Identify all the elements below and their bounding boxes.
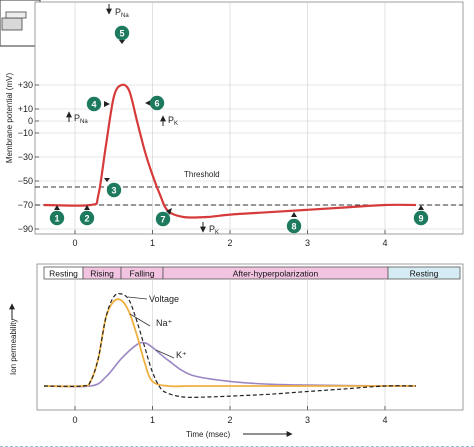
svg-text:Na⁺: Na⁺: [156, 318, 173, 328]
svg-text:Voltage: Voltage: [149, 294, 179, 304]
svg-text:Falling: Falling: [129, 269, 154, 279]
svg-text:PNa: PNa: [74, 113, 88, 125]
k-permeability-curve: [43, 341, 417, 388]
top-x-tick-label: 4: [382, 238, 387, 248]
svg-text:Resting: Resting: [49, 269, 78, 279]
step-markers: 1 2 3 4 5: [49, 25, 429, 234]
bottom-chart-frame: [36, 263, 464, 411]
svg-text:After-hyperpolarization: After-hyperpolarization: [233, 269, 319, 279]
step-marker-4: 4: [86, 96, 110, 112]
top-y-tick-label: +10: [18, 104, 33, 114]
membrane-potential-chart: +30 +10 0 −10 −30 −50 −70 −90 0 1 2 3 4 Threshold M…: [5, 1, 464, 248]
legend-na: Na⁺: [129, 313, 173, 328]
top-x-tick-label: 3: [305, 238, 310, 248]
svg-text:4: 4: [91, 100, 96, 110]
bottom-x-tick-label: 0: [72, 415, 77, 425]
svg-text:Time (msec): Time (msec): [186, 430, 230, 439]
top-chart-y-ticks: +30 +10 0 −10 −30 −50 −70 −90: [18, 80, 39, 234]
top-x-tick-label: 2: [227, 238, 232, 248]
top-y-tick-label: −90: [18, 224, 33, 234]
svg-text:7: 7: [160, 215, 165, 225]
bottom-x-tick-label: 2: [227, 415, 232, 425]
step-marker-6: 6: [145, 95, 165, 111]
phase-band: Resting Rising Falling After-hyperpolari…: [43, 266, 461, 280]
top-y-tick-label: −70: [18, 200, 33, 210]
svg-text:2: 2: [84, 214, 89, 224]
svg-text:PK: PK: [168, 115, 178, 127]
step-marker-7: 7: [155, 208, 172, 227]
svg-text:8: 8: [291, 222, 296, 232]
bottom-x-tick-label: 3: [305, 415, 310, 425]
svg-text:PK: PK: [209, 224, 219, 236]
bottom-x-tick-label: 4: [382, 415, 387, 425]
bottom-x-tick-label: 1: [150, 415, 155, 425]
step-marker-1: 1: [49, 205, 65, 226]
p-na-top-label: PNa: [106, 4, 129, 19]
p-k-bottom-label: PK: [200, 222, 219, 236]
step-marker-2: 2: [79, 205, 95, 226]
step-marker-3: 3: [104, 178, 122, 198]
svg-text:PNa: PNa: [115, 7, 129, 19]
step-marker-5: 5: [114, 25, 130, 44]
svg-text:5: 5: [119, 29, 124, 39]
svg-text:6: 6: [154, 99, 159, 109]
threshold-label: Threshold: [184, 170, 220, 179]
top-y-tick-label: +30: [18, 80, 33, 90]
phase-resting-end: [387, 266, 461, 280]
top-y-tick-label: 0: [28, 116, 33, 126]
bottom-chart-grid: [74, 279, 386, 410]
bottom-chart-x-ticks: 0 1 2 3 4: [72, 406, 388, 425]
top-y-tick-label: −50: [18, 176, 33, 186]
step-marker-8: 8: [286, 212, 302, 234]
ion-permeability-chart: Resting Rising Falling After-hyperpolari…: [9, 263, 464, 439]
svg-text:K⁺: K⁺: [176, 350, 187, 360]
axon-segment: [1, 17, 23, 31]
p-na-left-label: PNa: [66, 111, 88, 125]
step-marker-9: 9: [413, 205, 429, 226]
top-chart-x-ticks: 0 1 2 3 4: [72, 230, 388, 248]
svg-text:3: 3: [111, 186, 116, 196]
top-x-tick-label: 1: [150, 238, 155, 248]
top-y-tick-label: −30: [18, 152, 33, 162]
svg-text:Resting: Resting: [410, 269, 439, 279]
legend-voltage: Voltage: [127, 294, 179, 304]
svg-text:9: 9: [418, 214, 423, 224]
top-x-tick-label: 0: [72, 238, 77, 248]
top-chart-y-axis-title: Membrane potential (mV): [5, 73, 14, 164]
top-y-tick-label: −10: [18, 128, 33, 138]
p-k-right-label: PK: [160, 115, 178, 127]
top-chart-frame: [34, 1, 464, 235]
membrane-potential-curve: [43, 83, 417, 219]
legend-k: K⁺: [155, 349, 187, 360]
bottom-chart-y-axis: Ion permeability: [9, 303, 18, 375]
svg-text:Rising: Rising: [90, 269, 114, 279]
bottom-chart-x-axis-title: Time (msec): [186, 430, 293, 439]
svg-text:1: 1: [54, 214, 59, 224]
voltage-curve: [43, 292, 417, 398]
svg-text:Ion permeability: Ion permeability: [9, 319, 18, 375]
